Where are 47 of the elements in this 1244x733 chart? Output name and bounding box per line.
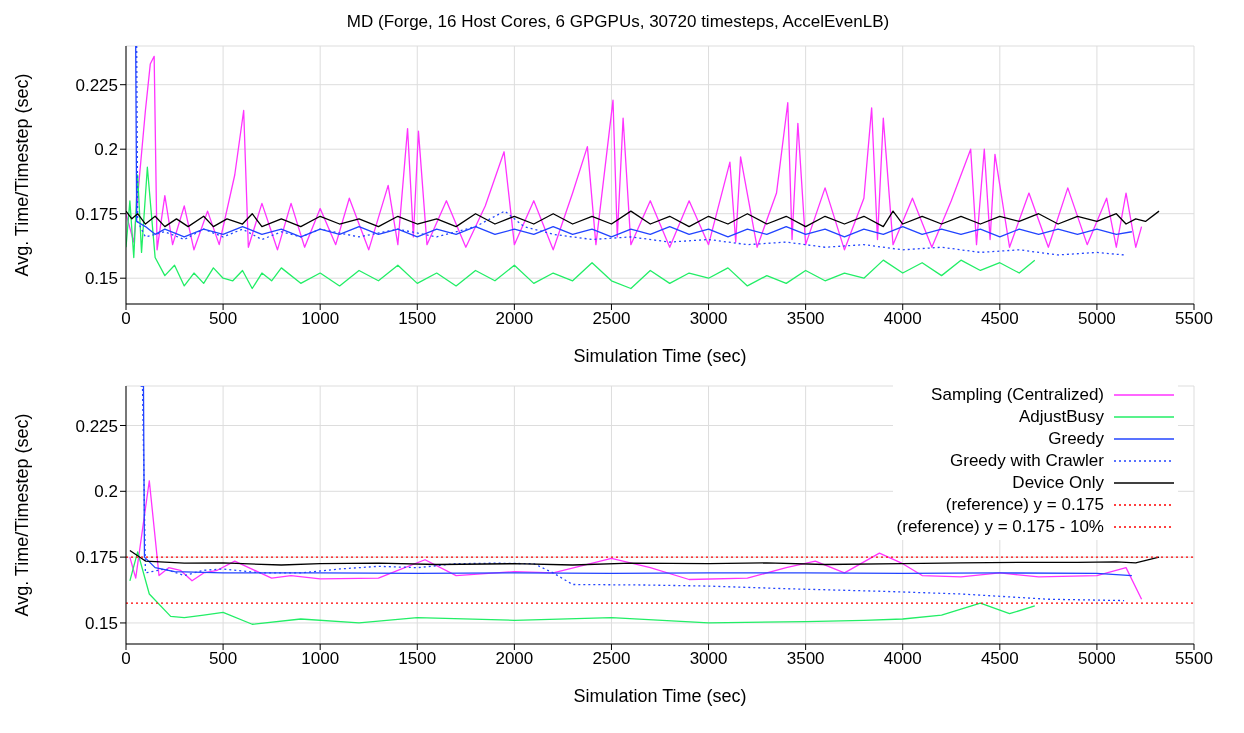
x-tick-label: 4000 (883, 649, 922, 669)
x-tick-label: 5500 (1175, 309, 1213, 329)
x-tick-label: 2000 (495, 309, 534, 329)
y-tick-label: 0.15 (84, 269, 118, 289)
x-tick-label: 0 (121, 309, 131, 329)
x-tick-label: 2000 (495, 649, 534, 669)
x-tick-label: 3000 (689, 649, 728, 669)
legend-label: Greedy (1048, 428, 1104, 450)
x-tick-label: 1000 (301, 309, 340, 329)
y-tick-label: 0.2 (94, 482, 118, 502)
x-tick-label: 500 (208, 309, 238, 329)
x-tick-label: 5000 (1077, 649, 1116, 669)
x-tick-label: 4000 (883, 309, 922, 329)
x-tick-label: 5000 (1077, 309, 1116, 329)
legend-label: (reference) y = 0.175 - 10% (896, 516, 1104, 538)
x-tick-label: 500 (208, 649, 238, 669)
x-tick-label: 5500 (1175, 649, 1213, 669)
x-tick-label: 4500 (980, 309, 1019, 329)
x-tick-label: 2500 (592, 309, 631, 329)
y-tick-label: 0.15 (84, 613, 118, 633)
x-tick-label: 3500 (786, 309, 825, 329)
y-tick-label: 0.175 (75, 204, 118, 224)
legend-label: Sampling (Centralized) (931, 384, 1104, 406)
line-series (129, 551, 1036, 625)
x-tick-label: 4500 (980, 649, 1019, 669)
line-series (126, 166, 1036, 290)
chart-title: MD (Forge, 16 Host Cores, 6 GPGPUs, 30720 timesteps, AccelEvenLB) (345, 11, 891, 33)
x-tick-label: 3000 (689, 309, 728, 329)
x-tick-label: 1500 (398, 309, 437, 329)
x-tick-label: 1000 (301, 649, 340, 669)
y-axis-title: Avg. Time/Timestep (sec) (12, 413, 33, 617)
y-tick-label: 0.175 (75, 548, 118, 568)
y-axis-title: Avg. Time/Timestep (sec) (12, 73, 33, 277)
legend-label: Device Only (1012, 472, 1104, 494)
y-tick-label: 0.225 (75, 416, 118, 436)
legend-label: (reference) y = 0.175 (945, 494, 1104, 516)
line-series (129, 549, 1160, 566)
y-tick-label: 0.2 (94, 140, 118, 160)
x-axis-title: Simulation Time (sec) (573, 346, 747, 366)
legend-label: AdjustBusy (1018, 406, 1104, 428)
x-tick-label: 1500 (398, 649, 437, 669)
x-tick-label: 2500 (592, 649, 631, 669)
x-axis-title: Simulation Time (sec) (573, 686, 747, 706)
x-tick-label: 3500 (786, 649, 825, 669)
x-tick-label: 0 (121, 649, 131, 669)
legend-label: Greedy with Crawler (950, 450, 1104, 472)
y-tick-label: 0.225 (75, 75, 118, 95)
